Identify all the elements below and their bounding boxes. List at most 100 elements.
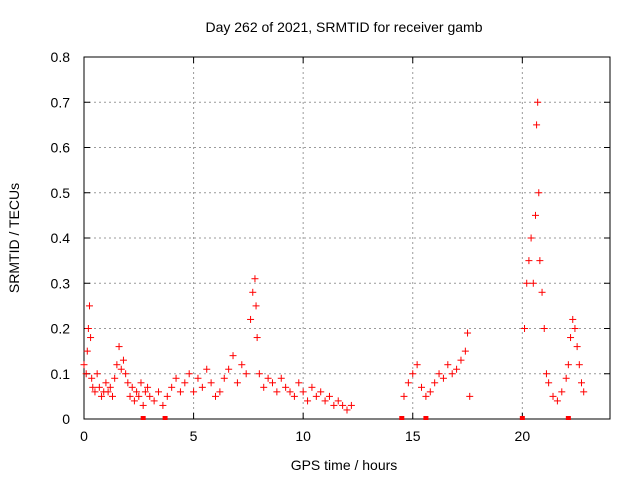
data-point [540,325,548,332]
data-point [439,374,447,382]
data-point [334,397,342,405]
data-point [198,383,206,391]
data-point [141,388,149,396]
data-point [111,374,119,382]
y-tick-label: 0.7 [51,94,71,110]
data-point [247,315,255,323]
gap-marker [399,416,405,420]
data-point [304,397,312,405]
data-point [567,334,575,342]
data-point [181,379,189,387]
y-tick-label: 0.1 [51,366,71,382]
data-point [571,325,579,332]
data-point [404,379,412,387]
gap-marker [565,416,571,420]
data-point [466,392,474,400]
data-point [444,361,452,369]
data-point [426,388,434,396]
data-point [527,234,535,242]
data-point [252,302,260,310]
gridlines [84,57,610,419]
data-point [268,379,276,387]
data-point [295,379,303,387]
data-point [95,383,103,391]
data-point [317,388,325,396]
x-axis-label: GPS time / hours [291,457,398,473]
data-point [418,383,426,391]
data-point [569,315,577,323]
data-point [82,370,90,378]
data-point [104,388,112,396]
y-axis-label: SRMTID / TECUs [6,183,22,293]
data-point [273,388,281,396]
data-point [347,401,355,409]
y-tick-label: 0.8 [51,49,71,65]
x-tick-label: 15 [405,428,421,444]
data-point [529,279,537,287]
data-point [83,347,91,355]
data-point [137,379,145,387]
data-point [233,379,241,387]
data-point [264,374,272,382]
data-point [545,379,553,387]
data-point [89,383,97,391]
data-point [106,383,114,391]
data-point [124,379,132,387]
data-point [146,392,154,400]
data-point [102,379,110,387]
data-point [93,370,101,378]
data-point [580,388,588,396]
data-point [249,288,257,296]
data-point [435,370,443,378]
chart-title: Day 262 of 2021, SRMTID for receiver gam… [205,19,482,35]
data-point [453,365,461,373]
data-point [126,392,134,400]
y-tick-labels: 0 0.1 0.2 0.3 0.4 0.5 0.6 0.7 0.8 [51,49,71,427]
data-point [113,361,121,369]
data-point [117,365,125,373]
x-tick-label: 20 [515,428,531,444]
data-point [133,388,141,396]
data-point [286,388,294,396]
data-point [578,379,586,387]
data-point [409,370,417,378]
data-point [538,288,546,296]
data-point [216,388,224,396]
data-point [531,211,539,219]
data-point [400,392,408,400]
data-point [282,383,290,391]
data-point [203,365,211,373]
data-point [325,392,333,400]
data-point [225,365,233,373]
x-tick-label: 10 [295,428,311,444]
data-point [431,379,439,387]
data-point [535,189,543,197]
data-point [308,383,316,391]
data-point [260,383,268,391]
data-point [150,397,158,405]
data-point [549,392,557,400]
data-point [343,406,351,414]
gap-marker [519,416,525,420]
data-point [422,392,430,400]
data-point [91,388,99,396]
data-point [212,392,219,400]
data-point [562,374,570,382]
data-point [185,370,193,378]
data-point [461,347,469,355]
data-points [80,98,588,420]
data-point [115,343,123,351]
data-point [573,343,581,351]
data-point [255,370,263,378]
data-point [464,329,472,337]
data-point [220,374,228,382]
data-point [84,325,92,332]
gap-marker [162,416,168,420]
data-point [521,325,529,332]
data-point [135,392,143,400]
data-point [168,383,176,391]
data-point [533,121,541,129]
data-point [194,374,202,382]
data-point [229,352,237,360]
data-point [558,388,566,396]
